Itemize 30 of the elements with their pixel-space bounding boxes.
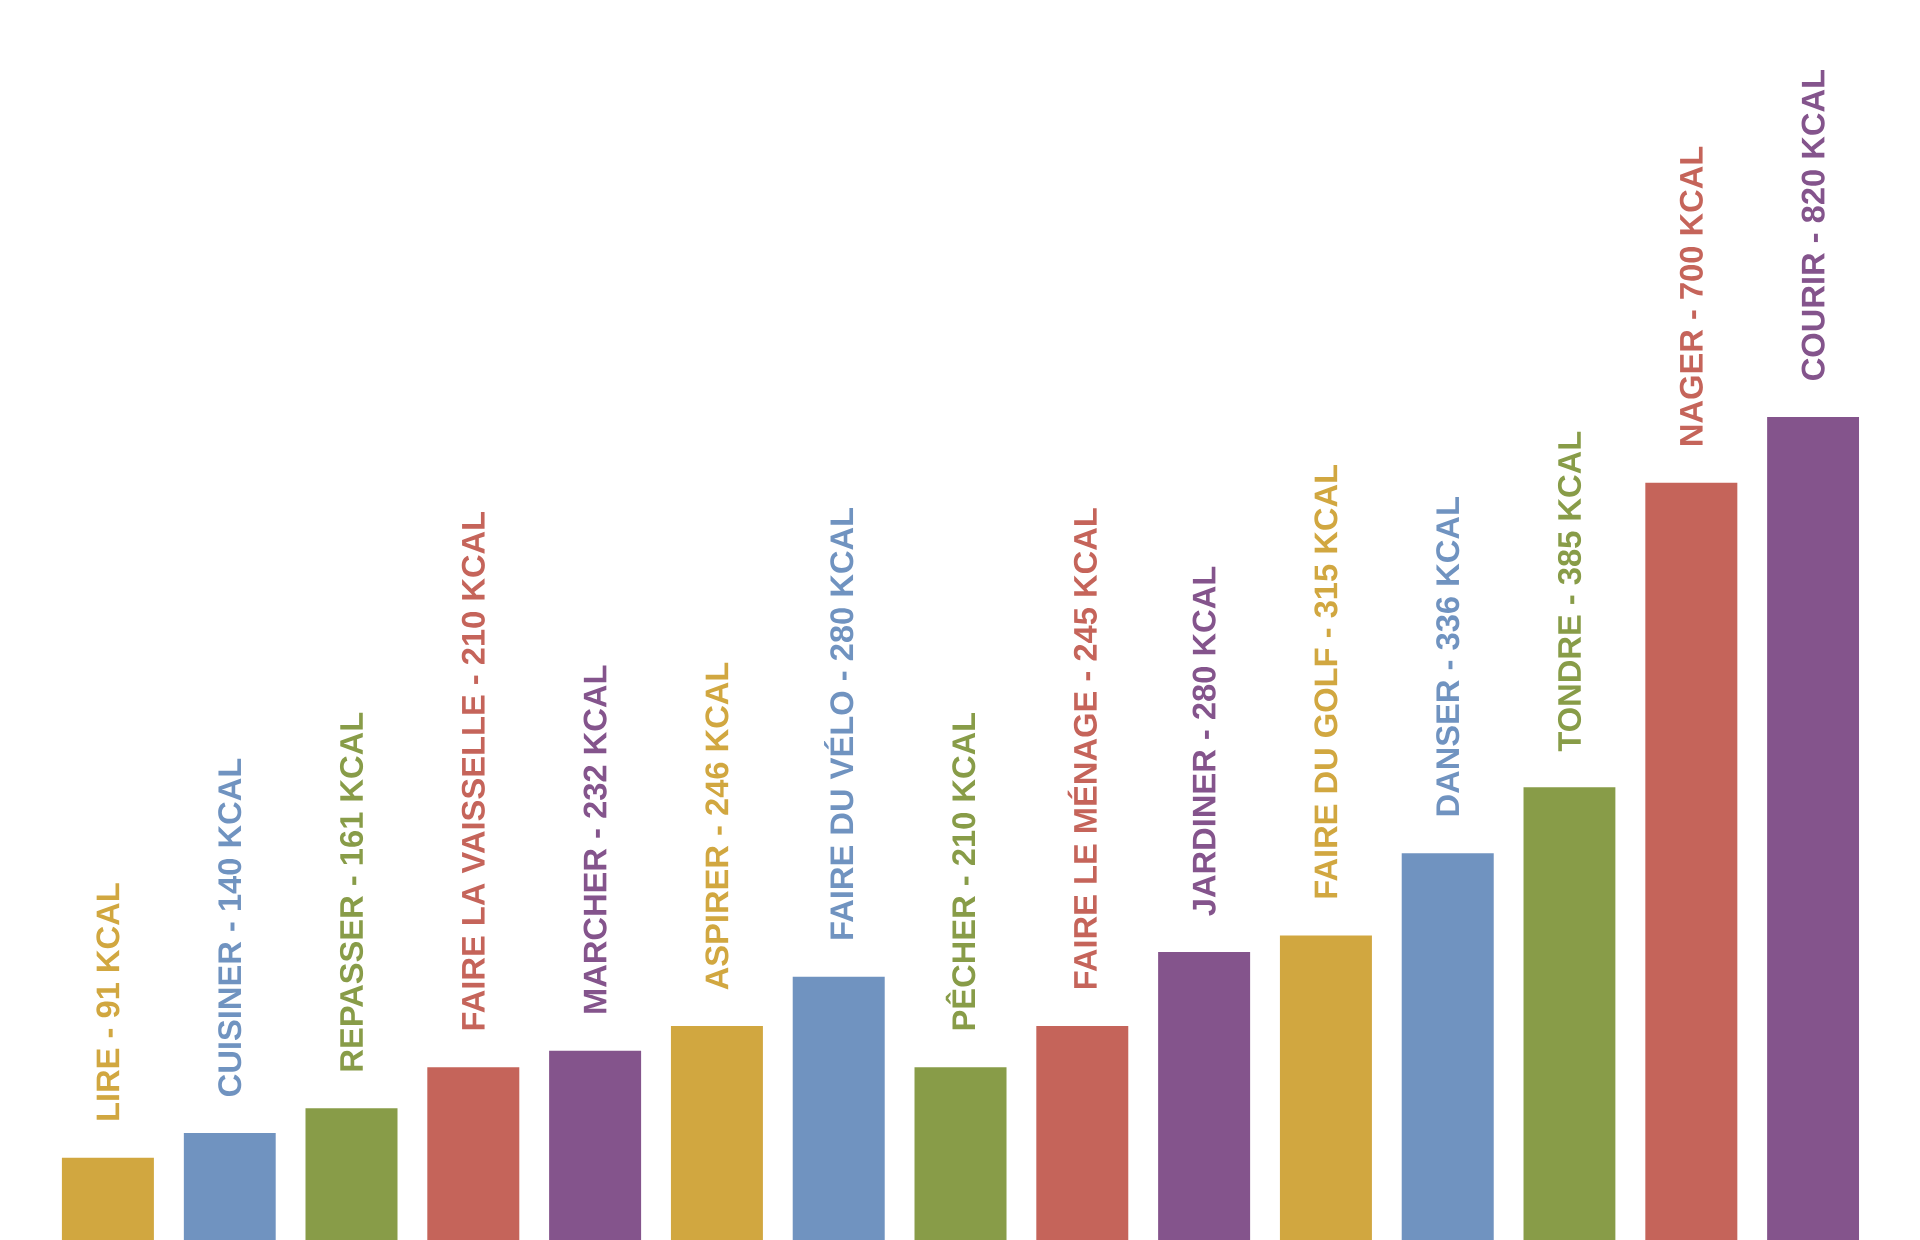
annotation: NAGER - 700 KCAL — [1679, 146, 1703, 445]
bar — [427, 1067, 520, 1240]
annotation: CUISINER - 140 KCAL — [218, 758, 242, 1096]
annotation: JARDINER - 280 KCAL — [1192, 566, 1216, 916]
bar — [670, 1026, 763, 1240]
annotation: MARCHER - 232 KCAL — [583, 665, 607, 1013]
bar — [792, 976, 885, 1240]
bar — [1523, 787, 1616, 1240]
text: COURIR - 820 KCAL — [1801, 70, 1825, 380]
bar — [183, 1133, 276, 1240]
bar — [305, 1108, 398, 1240]
annotation: FAIRE LE MÉNAGE - 245 KCAL — [1067, 508, 1097, 989]
annotation: TONDRE - 385 KCAL — [1557, 431, 1582, 752]
annotation: LIRE - 91 KCAL — [96, 883, 120, 1120]
annotation: DANSER - 336 KCAL — [1436, 497, 1460, 816]
bar — [549, 1050, 642, 1240]
bar — [1279, 935, 1372, 1240]
annotation: FAIRE LA VAISSELLE - 210 KCAL — [461, 511, 485, 1030]
bar — [1767, 417, 1860, 1240]
bar — [1036, 1026, 1129, 1240]
annotation: REPASSER - 161 KCAL — [339, 712, 364, 1071]
annotation: PÊCHER - 210 KCAL — [945, 712, 976, 1030]
bar — [1401, 853, 1494, 1240]
bar — [1645, 482, 1738, 1240]
bar — [1158, 951, 1251, 1240]
annotation: FAIRE DU GOLF - 315 KCAL — [1314, 464, 1338, 898]
annotation: FAIRE DU VÉLO - 280 KCAL — [824, 507, 854, 939]
annotation: ASPIRER - 246 KCAL — [705, 662, 729, 990]
bar — [914, 1067, 1007, 1240]
bar — [61, 1157, 154, 1240]
